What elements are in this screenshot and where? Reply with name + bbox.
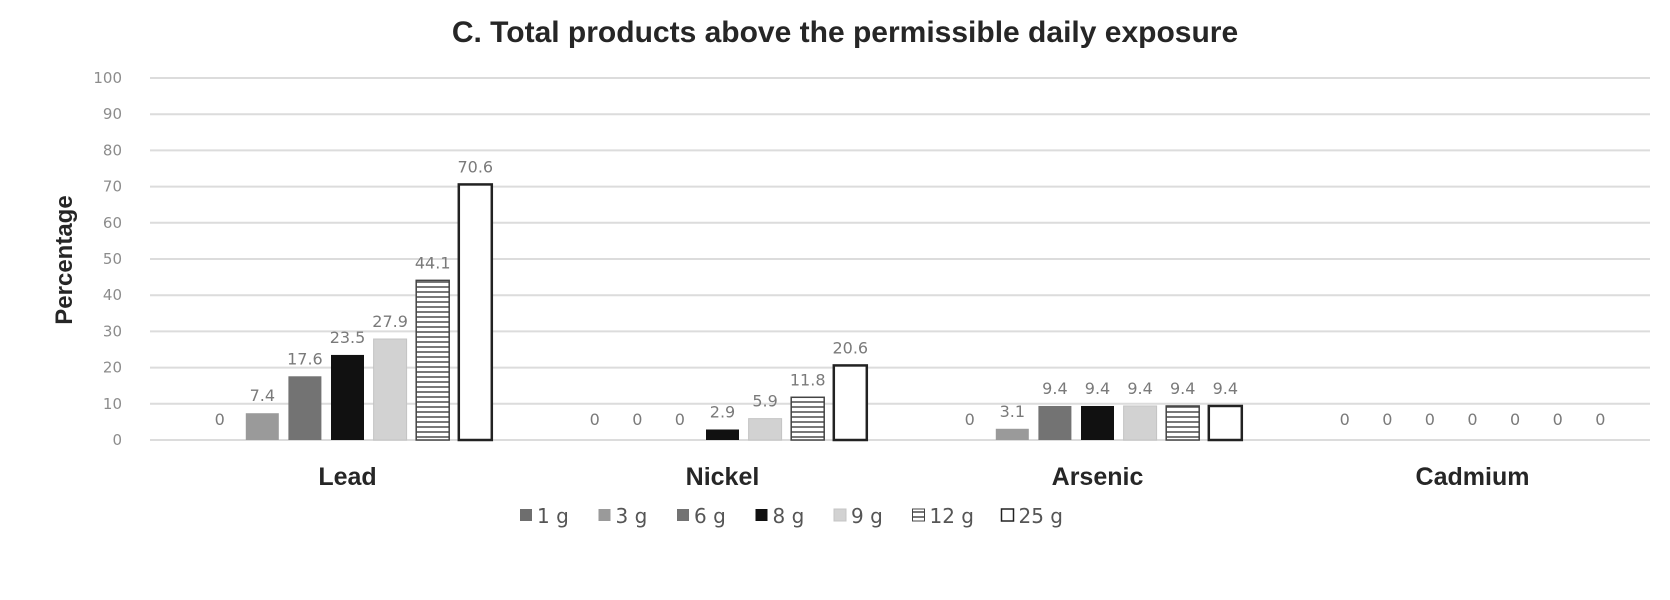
- data-label: 2.9: [710, 403, 735, 422]
- y-tick-label: 30: [103, 322, 122, 340]
- data-label: 3.1: [1000, 402, 1025, 421]
- data-label: 9.4: [1170, 379, 1195, 398]
- bar: [1207, 404, 1244, 442]
- category-label: Cadmium: [1416, 463, 1530, 491]
- data-label: 0: [1382, 410, 1392, 429]
- data-label: 0: [965, 410, 975, 429]
- data-label: 70.6: [457, 157, 493, 176]
- data-label: 23.5: [330, 328, 366, 347]
- y-tick-label: 40: [103, 286, 122, 304]
- data-label: 17.6: [287, 349, 323, 368]
- data-label: 0: [1340, 410, 1350, 429]
- y-tick-label: 20: [103, 359, 122, 377]
- data-label: 0: [590, 410, 600, 429]
- category-label: Lead: [318, 463, 376, 491]
- bars: [245, 183, 1244, 442]
- y-tick-label: 90: [103, 105, 122, 123]
- bar: [245, 413, 279, 440]
- legend-swatch: [1000, 508, 1015, 522]
- data-label: 5.9: [752, 392, 777, 411]
- data-label: 27.9: [372, 312, 408, 331]
- bar: [995, 428, 1029, 440]
- data-label: 9.4: [1042, 379, 1067, 398]
- bar: [1038, 405, 1072, 440]
- legend-label: 25 g: [1019, 504, 1064, 528]
- data-label: 0: [675, 410, 685, 429]
- data-label: 9.4: [1085, 379, 1110, 398]
- bar: [1081, 405, 1114, 440]
- data-label: 0: [1425, 410, 1435, 429]
- data-label: 11.8: [790, 370, 826, 389]
- bar: [415, 279, 450, 441]
- legend-swatch: [755, 509, 768, 521]
- bar: [457, 183, 494, 442]
- legend-swatch: [833, 508, 847, 522]
- category-label: Nickel: [686, 463, 760, 491]
- category-labels: Lead Nickel Arsenic Cadmium: [318, 463, 1529, 491]
- data-label: 7.4: [250, 386, 275, 405]
- chart-title: C. Total products above the permissible …: [452, 16, 1238, 49]
- y-tick-label: 100: [93, 69, 122, 87]
- bar: [790, 396, 825, 441]
- legend-label: 1 g: [537, 504, 569, 528]
- bar: [373, 338, 408, 441]
- data-labels: 0 7.4 17.6 23.5 27.9 44.1 70.6 0 0 0 2.9 5.9 11.8 20.…: [215, 157, 1606, 429]
- legend-swatch: [598, 509, 611, 521]
- y-tick-label: 0: [112, 431, 122, 449]
- y-tick-label: 60: [103, 214, 122, 232]
- bar: [1165, 405, 1200, 441]
- data-label: 0: [632, 410, 642, 429]
- data-label: 44.1: [415, 253, 451, 272]
- legend: 1 g 3 g 6 g 8 g 9 g 12 g 25 g: [520, 504, 1063, 528]
- data-label: 9.4: [1213, 379, 1238, 398]
- y-tick-label: 80: [103, 141, 122, 159]
- data-label: 20.6: [832, 338, 868, 357]
- legend-swatch: [912, 508, 925, 522]
- legend-label: 3 g: [616, 504, 648, 528]
- bar: [1123, 405, 1158, 441]
- data-label: 0: [1553, 410, 1563, 429]
- legend-label: 6 g: [694, 504, 726, 528]
- data-label: 0: [1595, 410, 1605, 429]
- legend-swatch: [677, 509, 689, 521]
- data-label: 0: [1510, 410, 1520, 429]
- legend-label: 8 g: [773, 504, 805, 528]
- bar: [748, 418, 783, 441]
- data-label: 0: [215, 410, 225, 429]
- bar: [331, 354, 364, 440]
- bar: [832, 364, 869, 442]
- legend-label: 9 g: [851, 504, 883, 528]
- legend-label: 12 g: [930, 504, 975, 528]
- bar: [288, 376, 322, 440]
- y-axis-label: Percentage: [51, 195, 78, 324]
- y-tick-label: 50: [103, 250, 122, 268]
- data-label: 0: [1467, 410, 1477, 429]
- category-label: Arsenic: [1052, 463, 1144, 491]
- bar: [706, 429, 739, 440]
- data-label: 9.4: [1127, 379, 1152, 398]
- y-axis-ticks: 0 10 20 30 40 50 60 70 80 90 100: [93, 69, 122, 449]
- legend-swatch: [520, 509, 532, 521]
- y-tick-label: 10: [103, 395, 122, 413]
- y-tick-label: 70: [103, 178, 122, 196]
